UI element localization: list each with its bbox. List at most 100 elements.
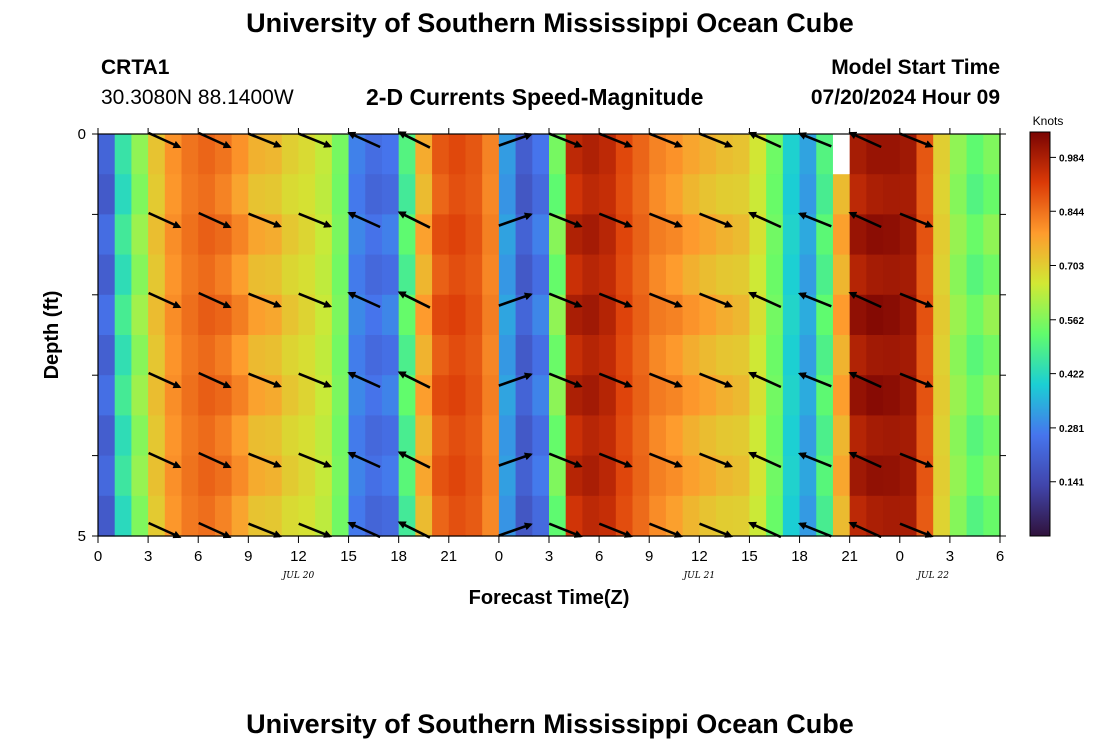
current-vector-arrow — [899, 372, 934, 388]
heatmap-cell — [465, 415, 483, 457]
current-vector-arrow — [248, 132, 282, 148]
heatmap-cell — [599, 214, 617, 256]
heatmap-cell — [749, 375, 767, 416]
heatmap-cell — [231, 174, 249, 215]
bottom-title: University of Southern Mississippi Ocean… — [246, 709, 854, 739]
heatmap-cell — [164, 254, 183, 296]
current-vector-arrow — [548, 212, 583, 228]
heatmap-cell — [682, 495, 700, 537]
heatmap-cell — [281, 375, 300, 416]
heatmap-cell — [131, 335, 149, 376]
current-vector-arrow — [699, 522, 733, 538]
current-vector-arrow — [648, 522, 683, 538]
current-vector-arrow — [347, 211, 381, 229]
heatmap-cell — [365, 335, 383, 376]
current-vector-arrow — [298, 522, 333, 538]
heatmap-cell — [632, 415, 650, 457]
heatmap-cell — [231, 375, 249, 416]
heatmap-cell — [348, 174, 366, 215]
heatmap-cell — [381, 455, 400, 497]
heatmap-cell — [883, 174, 901, 215]
heatmap-cell — [148, 134, 166, 175]
current-vector-arrow — [397, 371, 431, 389]
heatmap-cell — [432, 495, 450, 537]
heatmap-cell — [716, 335, 734, 376]
current-vector-arrow — [198, 211, 232, 229]
current-vector-arrow — [548, 372, 583, 388]
heatmap-cell — [749, 335, 767, 376]
current-vector-arrow — [899, 132, 934, 148]
current-vector-arrow — [748, 521, 782, 539]
heatmap-cell — [398, 174, 416, 215]
heatmap-cell — [181, 455, 199, 497]
date-label: JUL 21 — [682, 571, 715, 581]
current-vector-arrow — [748, 211, 782, 229]
heatmap-cell — [749, 294, 767, 336]
heatmap-cell — [231, 294, 249, 336]
x-tick-label: 9 — [244, 548, 252, 565]
heatmap-cell — [983, 174, 1001, 215]
heatmap-cell — [716, 495, 734, 537]
heatmap-cell — [465, 335, 483, 376]
heatmap-cell — [532, 174, 550, 215]
heatmap-cell — [114, 174, 132, 215]
current-vector-arrow — [397, 131, 431, 149]
current-vector-arrow — [848, 521, 882, 539]
x-tick-label: 15 — [340, 548, 357, 565]
heatmap-cell — [114, 335, 132, 376]
heatmap-cell — [949, 134, 968, 175]
current-vector-arrow — [397, 291, 431, 309]
heatmap-cell — [198, 294, 216, 336]
current-vector-arrow — [298, 452, 333, 468]
heatmap-cell — [665, 174, 684, 215]
heatmap-cell — [799, 375, 817, 416]
heatmap-cell — [415, 134, 433, 175]
heatmap-cell — [732, 174, 751, 215]
heatmap-cell — [866, 335, 884, 376]
heatmap-cell — [98, 335, 116, 376]
heatmap-cell — [966, 455, 984, 497]
heatmap-cell — [582, 455, 600, 497]
heatmap-cell — [832, 294, 851, 336]
heatmap-cell — [532, 495, 550, 537]
heatmap-cell — [365, 214, 383, 256]
heatmap-cell — [949, 254, 968, 296]
heatmap-cell — [198, 335, 216, 376]
heatmap-cell — [348, 415, 366, 457]
heatmap-cell — [298, 174, 316, 215]
heatmap-cell — [148, 495, 166, 537]
heatmap-cell — [883, 455, 901, 497]
heatmap-cell — [331, 254, 350, 296]
heatmap-cell — [265, 174, 283, 215]
heatmap-cell — [966, 375, 984, 416]
current-vector-arrow — [598, 132, 633, 148]
heatmap-cell — [298, 375, 316, 416]
heatmap-cell — [899, 455, 918, 497]
current-vector-arrow — [848, 211, 882, 229]
plot-title: 2-D Currents Speed-Magnitude — [366, 84, 704, 110]
station-coords: 30.3080N 88.1400W — [101, 86, 294, 109]
current-vector-arrow — [498, 212, 533, 227]
current-vector-arrow — [848, 291, 882, 309]
heatmap-cell — [482, 214, 500, 256]
heatmap-cell — [281, 335, 300, 376]
x-tick-label: 18 — [390, 548, 407, 565]
current-vector-arrow — [498, 372, 533, 387]
heatmap-cell — [432, 214, 450, 256]
heatmap-cell — [131, 375, 149, 416]
current-vector-arrow — [548, 132, 583, 148]
current-vector-arrow — [498, 522, 533, 537]
heatmap-cell — [348, 254, 366, 296]
heatmap-cell — [98, 495, 116, 537]
heatmap-cell — [515, 455, 533, 497]
x-tick-label: 0 — [495, 548, 503, 565]
heatmap-cell — [482, 335, 500, 376]
heatmap-cell — [599, 174, 617, 215]
heatmap-cell — [114, 455, 132, 497]
heatmap-cell — [983, 214, 1001, 256]
heatmap-cell — [632, 335, 650, 376]
heatmap-cell — [849, 134, 867, 175]
heatmap-cell — [966, 495, 984, 537]
heatmap-cell — [448, 214, 467, 256]
heatmap-cell — [515, 415, 533, 457]
